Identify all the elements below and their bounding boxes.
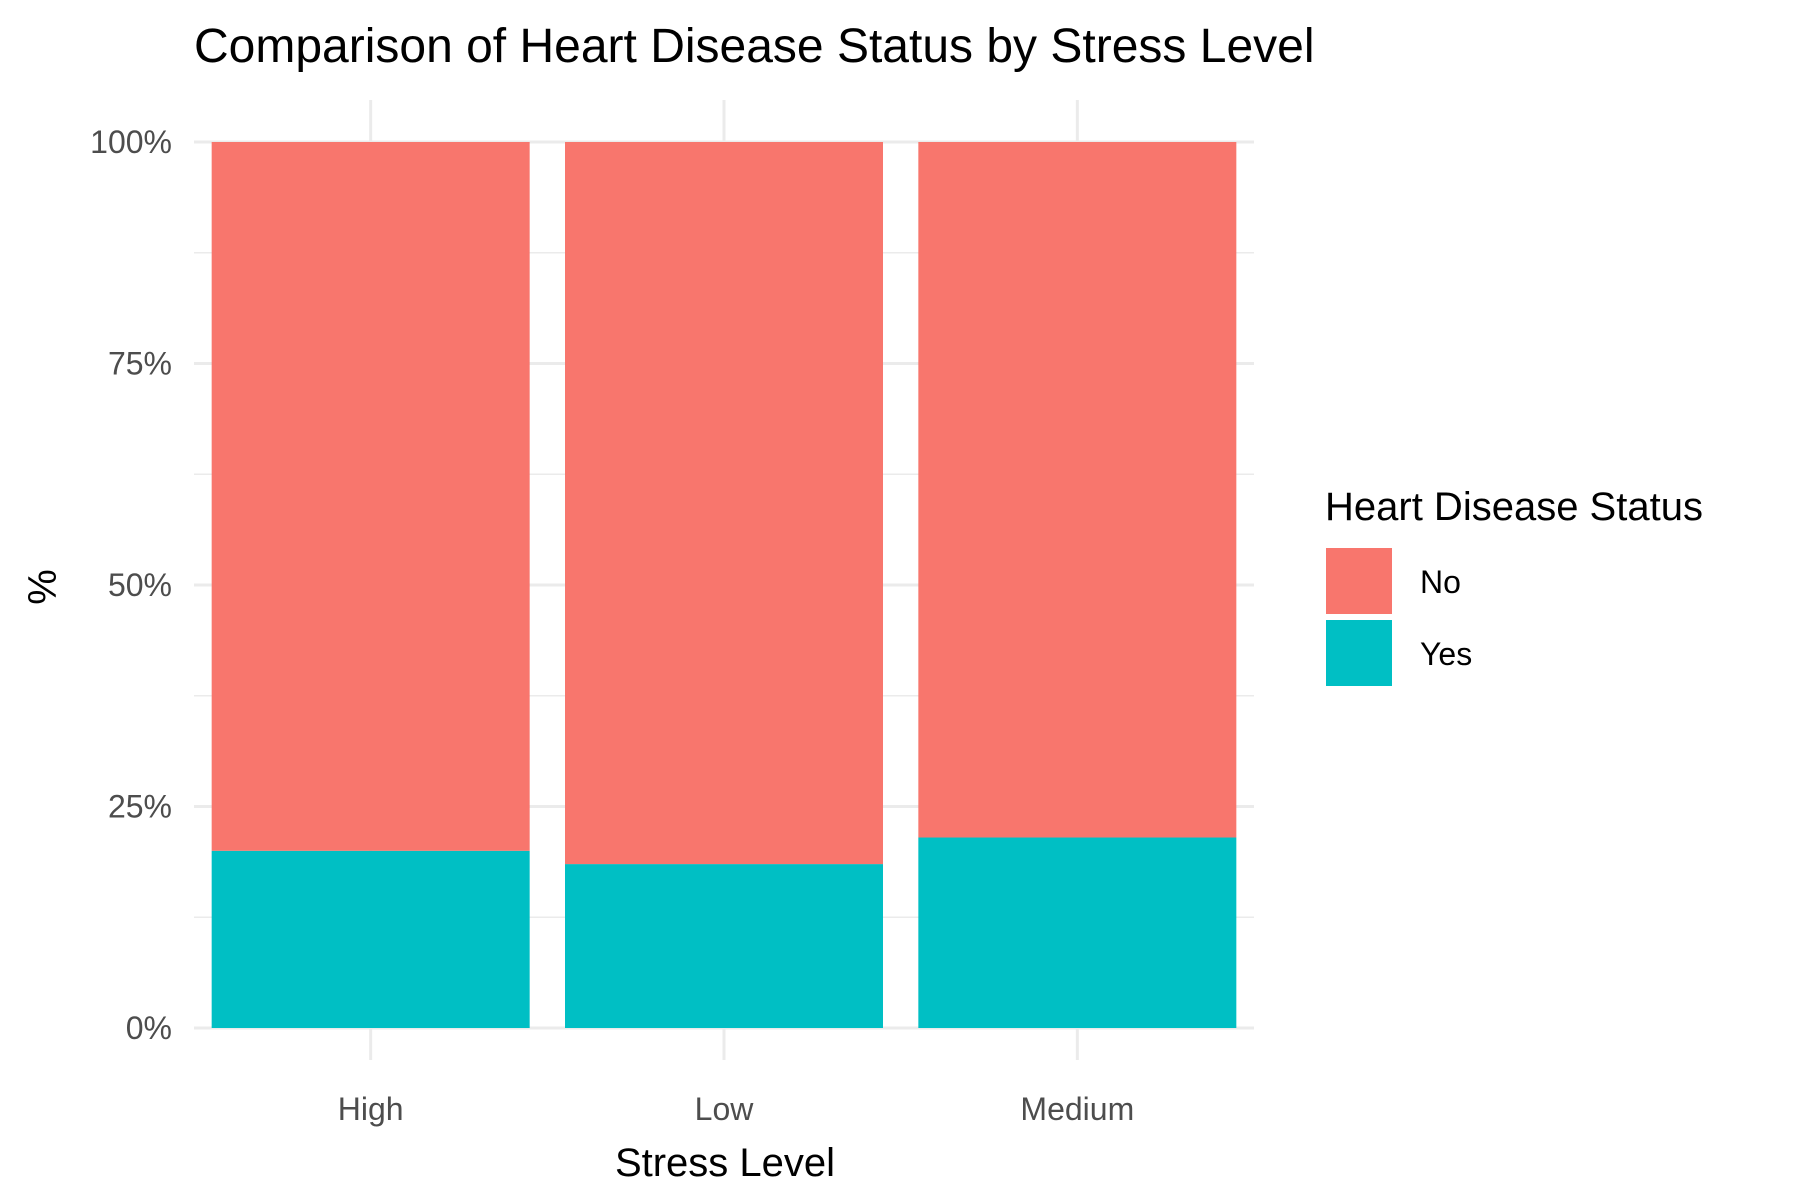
y-tick-label: 25% — [108, 789, 172, 825]
x-tick-label: Low — [695, 1091, 755, 1127]
legend-key-no — [1326, 548, 1392, 614]
x-axis-ticks: High Low Medium — [338, 1091, 1134, 1127]
bar-medium-no — [918, 142, 1237, 838]
y-tick-label: 50% — [108, 567, 172, 603]
y-tick-label: 75% — [108, 346, 172, 382]
bar-low-no — [565, 142, 883, 865]
y-tick-label: 0% — [126, 1010, 172, 1046]
bars — [211, 142, 1237, 1028]
legend-label-no: No — [1420, 564, 1461, 600]
x-tick-label: High — [338, 1091, 404, 1127]
bar-high-yes — [211, 850, 530, 1028]
bar-high-no — [211, 142, 530, 851]
legend: Heart Disease Status No Yes — [1325, 485, 1703, 686]
legend-title: Heart Disease Status — [1325, 485, 1703, 529]
chart-title: Comparison of Heart Disease Status by St… — [194, 20, 1315, 73]
y-axis-title: % — [21, 569, 65, 605]
bar-medium-yes — [918, 837, 1237, 1028]
legend-label-yes: Yes — [1420, 636, 1472, 672]
legend-key-yes — [1326, 620, 1392, 686]
x-tick-label: Medium — [1020, 1091, 1134, 1127]
bar-low-yes — [565, 864, 883, 1028]
y-axis-ticks: 0% 25% 50% 75% 100% — [90, 124, 172, 1046]
x-axis-title: Stress Level — [615, 1141, 835, 1185]
legend-entries: No Yes — [1326, 548, 1472, 686]
y-tick-label: 100% — [90, 124, 172, 160]
